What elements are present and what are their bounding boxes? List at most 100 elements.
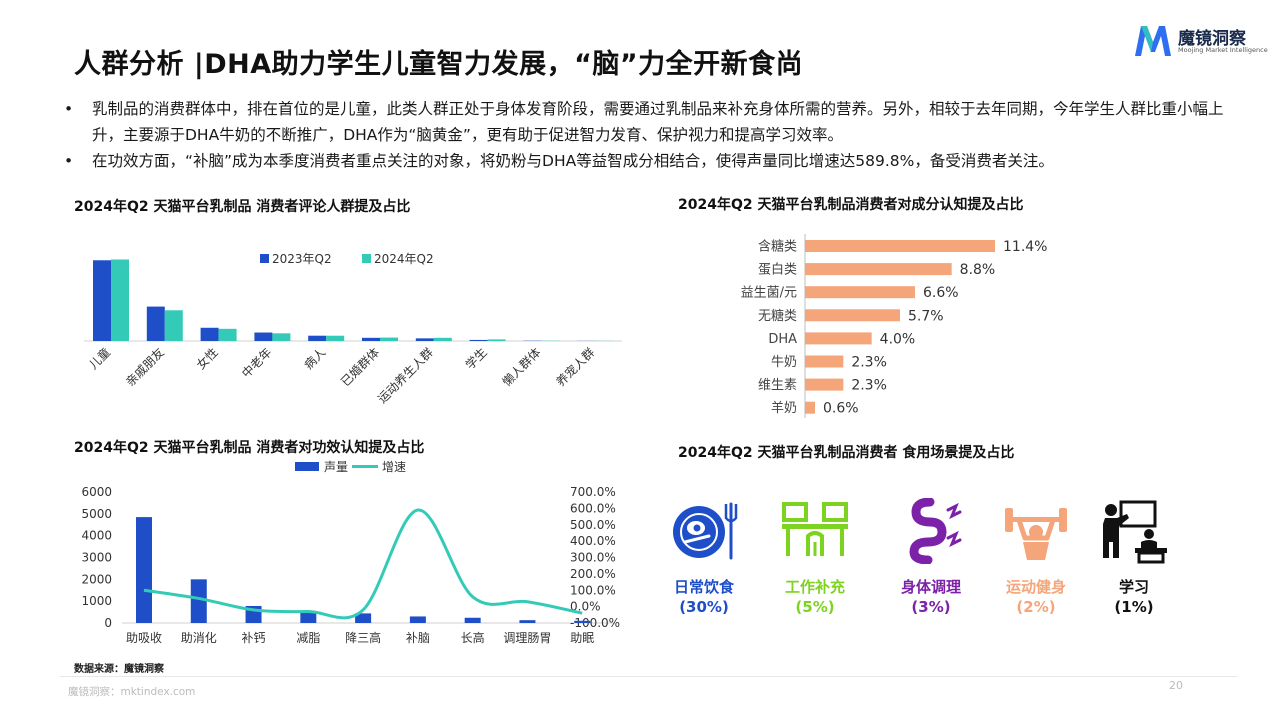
x-tick-label: 病人 — [301, 345, 329, 373]
chart-title-scene: 2024年Q2 天猫平台乳制品消费者 食用场景提及占比 — [678, 445, 1015, 461]
ingredient-bar-chart: 含糖类 11.4% 蛋白类 8.8% 益生菌/元 6.6% 无糖类 5.7% DHA 4.0% 牛奶… — [741, 234, 1047, 418]
scene-name: 运动健身 — [1005, 578, 1066, 596]
scene-percent: (5%) — [795, 598, 835, 616]
x-tick-label: 助消化 — [181, 631, 217, 645]
scene-name: 身体调理 — [900, 578, 961, 596]
volume-bar — [409, 616, 426, 623]
scene-percent: (2%) — [1016, 598, 1056, 616]
x-tick-label: 调理肠胃 — [503, 631, 551, 645]
volume-bar — [136, 517, 152, 623]
scene-percent: (1%) — [1114, 598, 1154, 616]
bar-2024 — [433, 337, 452, 341]
y-right-tick-label: 500.0% — [570, 518, 616, 532]
y-right-tick-label: 600.0% — [570, 501, 616, 515]
x-tick-label: 补钙 — [242, 631, 266, 645]
y-tick-label: 无糖类 — [758, 308, 797, 324]
intestine-icon — [909, 497, 962, 565]
bar-2023 — [254, 332, 273, 341]
bar-2023 — [200, 327, 219, 341]
volume-bar — [464, 617, 481, 623]
x-tick-label: 已婚群体 — [338, 345, 382, 389]
y-left-tick-label: 2000 — [81, 572, 112, 586]
y-tick-label: 含糖类 — [758, 239, 797, 255]
page-number: 20 — [1169, 679, 1183, 692]
x-tick-label: 儿童 — [86, 345, 114, 373]
effect-combo-chart: 0 1000 2000 3000 4000 5000 6000 -100.0% 0.0% 100.… — [81, 460, 620, 645]
growth-line — [143, 508, 583, 620]
bar-2024 — [164, 310, 183, 341]
bar-2024 — [326, 335, 345, 341]
bar-2024 — [380, 337, 398, 341]
y-tick-label: 牛奶 — [771, 355, 797, 370]
legend-swatch — [260, 254, 269, 263]
data-label: 8.8% — [960, 262, 996, 278]
x-tick-label: 补脑 — [406, 631, 430, 645]
x-tick-label: 学生 — [462, 345, 490, 373]
y-right-tick-label: 200.0% — [570, 567, 616, 581]
data-label: 6.6% — [923, 285, 959, 301]
legend-swatch — [295, 462, 319, 471]
y-left-tick-label: 6000 — [81, 485, 112, 499]
scene-name: 日常饮食 — [673, 578, 734, 596]
scene-body-care: 身体调理 (3%) — [876, 497, 986, 616]
x-tick-label: 降三高 — [345, 630, 381, 645]
x-tick-label: 养宠人群 — [553, 345, 598, 390]
y-right-tick-label: 300.0% — [570, 551, 616, 565]
scene-name: 学习 — [1118, 578, 1149, 596]
bar-2023 — [308, 335, 327, 341]
scene-study: 学习 (1%) — [1079, 498, 1189, 616]
x-tick-label: 亲戚朋友 — [123, 345, 167, 389]
scene-work: 工作补充 (5%) — [760, 498, 870, 616]
y-tick-label: 益生菌/元 — [741, 286, 797, 301]
bar-2024 — [272, 333, 291, 341]
logo-subtitle: Moojing Market Intelligence — [1178, 46, 1268, 54]
legend-label: 声量 — [324, 460, 348, 474]
y-tick-label: 蛋白类 — [758, 262, 797, 278]
y-left-tick-label: 4000 — [81, 529, 112, 543]
ingredient-bar — [805, 401, 815, 414]
data-label: 4.0% — [880, 331, 916, 347]
y-tick-label: 维生素 — [758, 378, 797, 393]
y-left-tick-label: 5000 — [81, 507, 112, 521]
weightlifting-icon — [1005, 508, 1067, 560]
x-tick-label: 减脂 — [296, 630, 320, 645]
volume-bar — [190, 579, 207, 623]
scene-percent: (3%) — [911, 598, 951, 616]
volume-bar — [355, 613, 372, 623]
data-label: 2.3% — [851, 355, 887, 371]
x-tick-label: 中老年 — [238, 345, 274, 381]
bar-2023 — [362, 337, 380, 341]
data-label: 11.4% — [1003, 239, 1047, 255]
ingredient-bar — [805, 355, 844, 368]
y-right-tick-label: -100.0% — [570, 616, 620, 630]
y-tick-label: DHA — [768, 332, 797, 347]
ingredient-bar — [805, 240, 995, 252]
bar-2023 — [146, 306, 165, 341]
x-tick-label: 女性 — [193, 345, 221, 373]
x-tick-label: 长高 — [461, 630, 485, 645]
volume-bar — [300, 612, 317, 623]
bar-2023 — [469, 339, 488, 341]
bar-2024 — [111, 259, 129, 341]
page-title: 人群分析 |DHA助力学生儿童智力发展，“脑”力全开新食尚 — [74, 49, 804, 80]
legend-label: 2024年Q2 — [374, 252, 434, 266]
bar-2023 — [415, 338, 434, 341]
bullet-item: 乳制品的消费群体中，排在首位的是儿童，此类人群正处于身体发育阶段，需要通过乳制品… — [62, 96, 1242, 148]
chart-title-ingredient: 2024年Q2 天猫平台乳制品消费者对成分认知提及占比 — [678, 197, 1024, 213]
ingredient-bar — [805, 263, 952, 276]
bar-2024 — [218, 328, 237, 341]
data-label: 5.7% — [908, 308, 944, 324]
y-right-tick-label: 400.0% — [570, 534, 616, 548]
y-tick-label: 羊奶 — [771, 400, 797, 416]
scene-daily-diet: 日常饮食 (30%) — [649, 498, 759, 616]
summary-bullets: 乳制品的消费群体中，排在首位的是儿童，此类人群正处于身体发育阶段，需要通过乳制品… — [62, 96, 1242, 174]
data-label: 2.3% — [851, 378, 887, 394]
volume-bar — [574, 620, 591, 623]
bar-2023 — [93, 260, 111, 341]
chart-title-crowd: 2024年Q2 天猫平台乳制品 消费者评论人群提及占比 — [74, 199, 411, 215]
y-right-tick-label: 100.0% — [570, 583, 616, 597]
scene-name: 工作补充 — [784, 578, 845, 596]
data-source: 数据来源：魔镜洞察 — [74, 664, 164, 675]
bar-2024 — [487, 339, 506, 341]
